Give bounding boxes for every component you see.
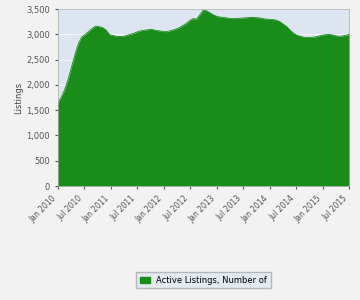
Legend: Active Listings, Number of: Active Listings, Number of <box>136 272 270 288</box>
Y-axis label: Listings: Listings <box>14 81 23 114</box>
